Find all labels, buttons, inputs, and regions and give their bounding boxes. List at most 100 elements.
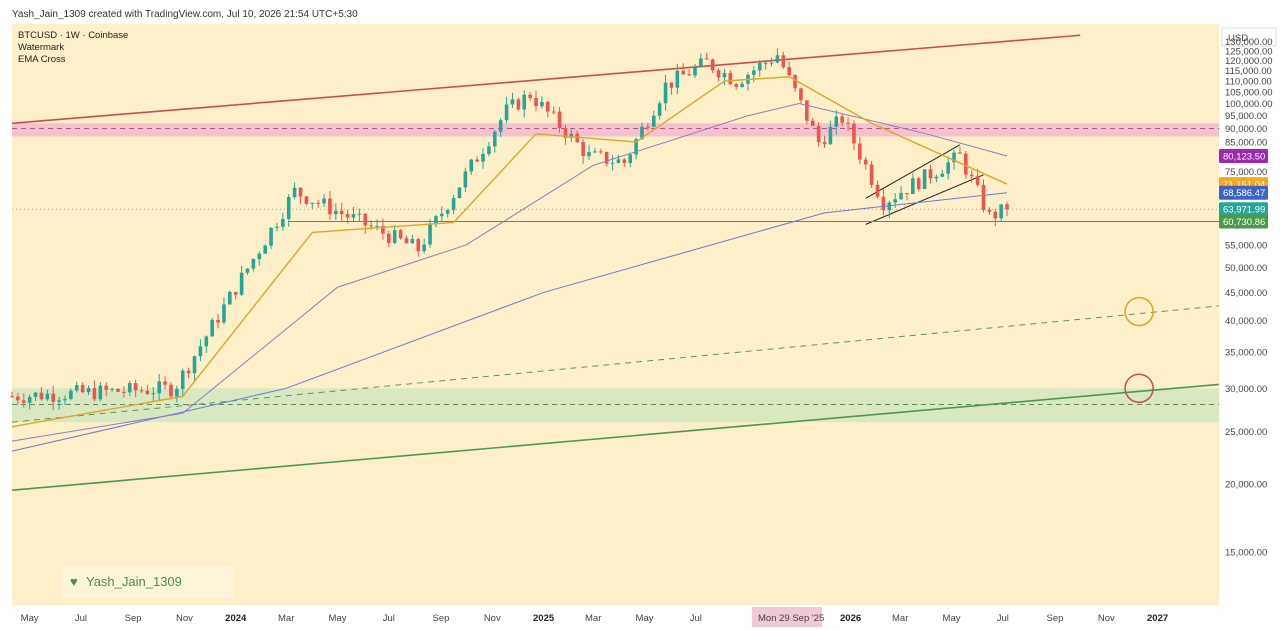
candle [151, 386, 156, 402]
candle-body [852, 123, 856, 144]
candle [239, 265, 244, 296]
candle-body [905, 193, 909, 195]
candle-body [186, 370, 191, 374]
candle [63, 395, 67, 405]
candle [551, 106, 556, 115]
candle [881, 188, 886, 216]
candle [616, 155, 621, 164]
candle-body [145, 390, 150, 395]
candle-body [787, 67, 791, 75]
candle-body [828, 126, 833, 145]
price-tick-label: 90,000.00 [1225, 124, 1267, 135]
candle [463, 167, 468, 193]
legend-item-watermark: Watermark [18, 42, 64, 53]
candle [328, 191, 332, 220]
time-tick-label: Sep [1047, 613, 1064, 624]
candle-body [922, 169, 927, 189]
candle [604, 151, 609, 167]
candle-body [528, 94, 532, 99]
candle [116, 388, 120, 393]
candle [969, 169, 974, 183]
candle [410, 234, 415, 244]
candle-body [551, 111, 556, 113]
candle-body [463, 171, 468, 188]
candle-body [793, 74, 797, 89]
candle-body [646, 126, 650, 128]
candle-body [39, 392, 44, 400]
candle-body [27, 396, 32, 403]
candle-body [475, 159, 479, 162]
candle-body [545, 101, 550, 112]
candle [563, 124, 568, 145]
candle [416, 237, 421, 257]
candle-body [657, 103, 662, 116]
candle [157, 373, 161, 401]
long-moving-average-line [11, 192, 1008, 452]
currency-button-box[interactable] [1221, 27, 1277, 47]
candle-body [251, 259, 256, 269]
candle-body [487, 146, 491, 154]
candle [351, 206, 356, 223]
candle [493, 129, 497, 153]
price-badge-label: 60,730.86 [1223, 217, 1265, 228]
candle [757, 60, 762, 77]
price-tick-label: 85,000.00 [1225, 138, 1267, 149]
candle [769, 57, 774, 67]
candle [999, 204, 1003, 221]
currency-button-label[interactable]: USD [1228, 33, 1248, 44]
candle [192, 355, 197, 382]
candle [127, 380, 132, 396]
watermark-label: Yash_Jain_1309 [86, 574, 182, 589]
candle-body [286, 197, 291, 219]
price-axis[interactable]: 130,000.00125,000.00120,000.00115,000.00… [1225, 37, 1273, 559]
candle [646, 122, 650, 131]
price-tick-label: 105,000.00 [1225, 88, 1273, 99]
candle-body [722, 73, 727, 78]
time-tick-label: 2027 [1147, 613, 1168, 624]
time-axis[interactable]: May Jul Sep Nov 2024 Mar May Jul Sep Nov 2025 Mar Ma… [21, 613, 1168, 624]
candle [940, 169, 945, 177]
candle-body [769, 62, 774, 64]
candle [263, 244, 267, 254]
candle [958, 146, 962, 154]
price-chart[interactable]: ♥ Yash_Jain_1309 BTCUSD · 1W · Coinbase … [0, 24, 1280, 630]
candle-body [834, 116, 839, 127]
price-tick-label: 25,000.00 [1225, 427, 1267, 438]
candle [657, 100, 662, 120]
candle-body [322, 198, 326, 204]
watermark-heart-icon: ♥ [70, 574, 78, 589]
candle-body [10, 396, 14, 398]
time-tick-label: Sep [433, 613, 450, 624]
resistance-zone [12, 123, 1219, 137]
chart-header: Yash_Jain_1309 created with TradingView.… [0, 0, 1280, 24]
candle-body [663, 82, 668, 104]
time-tick-label: Mar [892, 613, 908, 624]
candle-body [581, 142, 585, 157]
candle [816, 122, 821, 147]
candle-body [387, 233, 391, 244]
candle-body [763, 62, 768, 64]
candle-body [699, 58, 703, 67]
candle-body [21, 400, 26, 403]
candle [487, 142, 491, 157]
candle-body [422, 244, 426, 252]
candle [422, 238, 426, 254]
candle [457, 187, 462, 199]
target-circle-red [1124, 373, 1154, 404]
candle-body [163, 381, 167, 385]
candle-body [151, 393, 156, 395]
price-tick-label: 110,000.00 [1225, 77, 1272, 88]
candle [516, 97, 521, 111]
candle-body [33, 392, 38, 397]
candle [45, 389, 50, 401]
candle [257, 251, 262, 266]
candle-body [493, 131, 497, 147]
candle-body [381, 225, 385, 234]
candle-body [911, 178, 915, 194]
candle-body [757, 63, 762, 71]
candle [251, 258, 256, 272]
currency-button[interactable]: USD [1221, 27, 1277, 47]
candle [899, 186, 903, 200]
candle [734, 82, 738, 90]
candle [110, 387, 114, 392]
